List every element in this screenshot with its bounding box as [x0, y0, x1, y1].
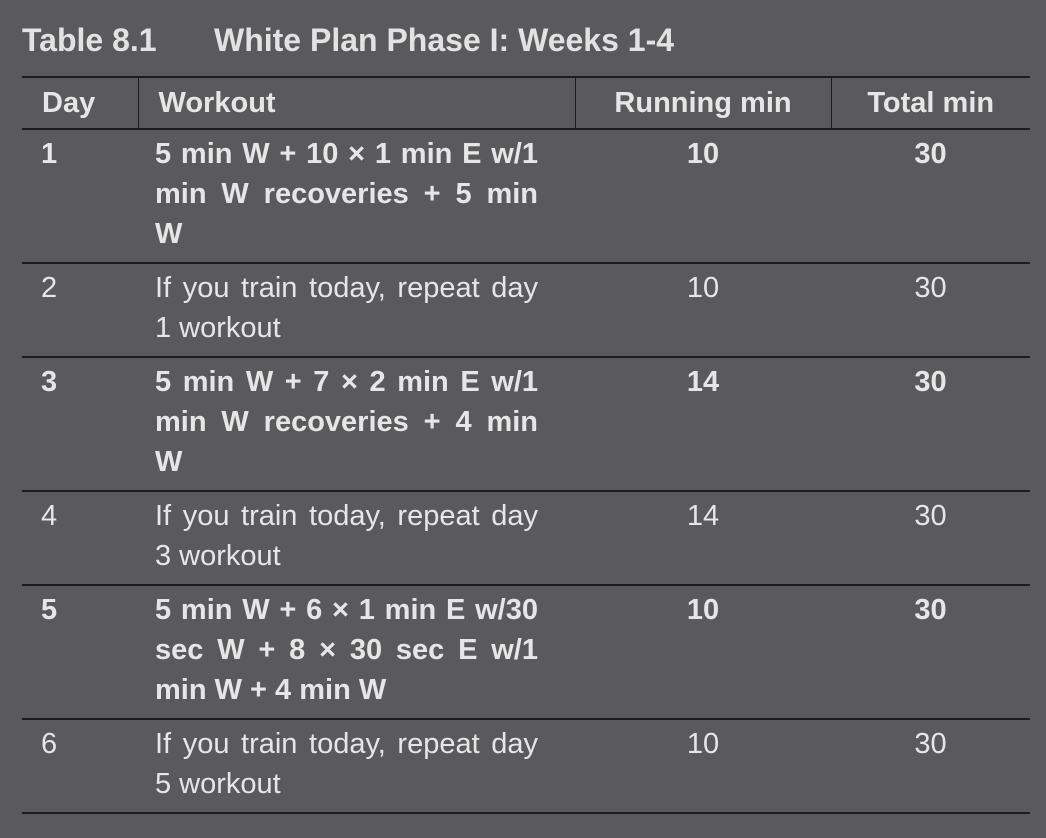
day-cell: 1 [41, 138, 58, 170]
workout-text: If you train today, repeat day 3 workout [155, 500, 538, 572]
workout-cell: 5 min W + 6 × 1 min E w/30 sec W + 8 × 3… [138, 585, 575, 719]
total-min-cell: 30 [914, 728, 947, 760]
workout-cell: If you train today, repeat day 5 workout [138, 719, 575, 813]
workout-cell: If you train today, repeat day 1 workout [138, 263, 575, 357]
table-row: 6 If you train today, repeat day 5 worko… [22, 719, 1030, 813]
day-cell: 6 [41, 728, 58, 760]
total-min-cell: 30 [914, 138, 947, 170]
day-cell: 5 [41, 594, 58, 626]
table-row: 2 If you train today, repeat day 1 worko… [22, 263, 1030, 357]
workout-table: Day Workout Running min Total min 1 5 mi… [22, 76, 1030, 814]
workout-text: 5 min W + 7 × 2 min E w/1 min W recoveri… [155, 366, 538, 478]
total-min-cell: 30 [914, 500, 947, 532]
total-min-cell: 30 [914, 272, 947, 304]
table-caption: Table 8.1 White Plan Phase I: Weeks 1-4 [22, 22, 674, 59]
workout-cell: 5 min W + 10 × 1 min E w/1 min W recover… [138, 129, 575, 263]
header-workout: Workout [138, 77, 576, 129]
workout-text: 5 min W + 10 × 1 min E w/1 min W recover… [155, 138, 538, 250]
day-cell: 4 [41, 500, 58, 532]
table-row: 1 5 min W + 10 × 1 min E w/1 min W recov… [22, 129, 1030, 263]
table-row: 4 If you train today, repeat day 3 worko… [22, 491, 1030, 585]
total-min-cell: 30 [914, 366, 947, 398]
running-min-cell: 14 [686, 366, 720, 398]
day-cell: 3 [41, 366, 58, 398]
header-total-min: Total min [867, 86, 995, 119]
workout-cell: If you train today, repeat day 3 workout [138, 491, 575, 585]
running-min-cell: 10 [686, 138, 720, 170]
day-cell: 2 [41, 272, 58, 304]
workout-text: If you train today, repeat day 5 workout [155, 728, 538, 800]
running-min-cell: 10 [686, 272, 720, 304]
total-min-cell: 30 [914, 594, 947, 626]
running-min-cell: 14 [686, 500, 720, 532]
table-number: Table 8.1 [22, 22, 157, 58]
table-row: 5 5 min W + 6 × 1 min E w/30 sec W + 8 ×… [22, 585, 1030, 719]
running-min-cell: 10 [686, 728, 720, 760]
table-row: 3 5 min W + 7 × 2 min E w/1 min W recove… [22, 357, 1030, 491]
header-row: Day Workout Running min Total min [22, 77, 1030, 129]
running-min-cell: 10 [686, 594, 720, 626]
table-title: White Plan Phase I: Weeks 1-4 [214, 22, 675, 58]
workout-cell: 5 min W + 7 × 2 min E w/1 min W recoveri… [138, 357, 575, 491]
workout-text: 5 min W + 6 × 1 min E w/30 sec W + 8 × 3… [155, 594, 538, 706]
header-day: Day [22, 77, 139, 129]
header-running-min: Running min [575, 77, 832, 129]
workout-text: If you train today, repeat day 1 workout [155, 272, 538, 344]
